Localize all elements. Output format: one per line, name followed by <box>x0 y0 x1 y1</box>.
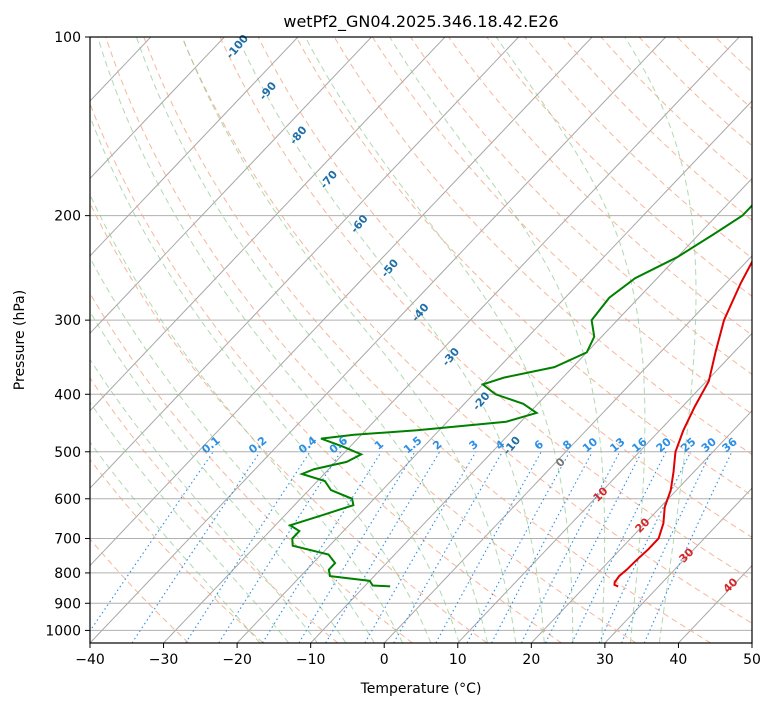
mixing-ratio-line <box>90 451 214 632</box>
moist-adiabat-line <box>135 37 488 643</box>
isotherm-line <box>457 332 752 643</box>
moist-adiabat-line <box>181 37 517 643</box>
y-tick-label: 100 <box>54 30 81 46</box>
background-lines <box>90 37 752 643</box>
plot-frame <box>89 36 753 644</box>
mixing-ratio-line <box>262 451 382 643</box>
y-tick-label: 500 <box>54 445 81 461</box>
y-tick-label: 400 <box>54 387 81 403</box>
isotherm-line <box>236 100 752 643</box>
dry-adiabat-line <box>219 37 752 581</box>
moist-adiabat-line <box>624 37 697 643</box>
x-tick-label: 50 <box>743 652 761 668</box>
moist-adiabat-line <box>90 115 432 643</box>
chart-title: wetPf2_GN04.2025.346.18.42.E26 <box>283 12 558 32</box>
mixing-ratio-line <box>218 451 342 643</box>
y-tick-label: 200 <box>54 209 81 225</box>
dewpoint-trace <box>287 204 752 588</box>
mixing-ratio-line <box>325 451 441 643</box>
mixing-ratio-line <box>364 451 477 643</box>
dry-adiabat-line <box>90 458 264 643</box>
y-tick-label: 600 <box>54 492 81 508</box>
moist-adiabat-line <box>389 37 606 643</box>
dry-adiabat-line <box>486 37 752 298</box>
dry-adiabat-line <box>181 37 752 624</box>
isotherm-line <box>90 37 372 335</box>
x-tick-label: 40 <box>670 652 688 668</box>
moist-adiabat-line <box>90 441 261 643</box>
dry-adiabat-line <box>90 292 413 643</box>
dry-adiabat-line <box>410 37 752 375</box>
mixing-ratio-line <box>131 451 261 643</box>
temperature-trace <box>613 259 752 588</box>
x-tick-label: 30 <box>596 652 614 668</box>
mixing-ratio-line <box>621 451 712 643</box>
dry-adiabat-line <box>90 102 562 643</box>
moist-adiabat-line <box>90 310 347 643</box>
mixing-ratio-line <box>298 451 416 643</box>
dry-adiabat-line <box>448 37 752 336</box>
isotherm-line <box>310 177 752 643</box>
y-tick-label: 900 <box>54 596 81 612</box>
isotherm-line <box>90 37 446 412</box>
y-tick-label: 800 <box>54 566 81 582</box>
isotherm-line <box>604 487 752 643</box>
dry-adiabat-line <box>90 202 488 643</box>
axes: −40 −30 −20 −10 0 10 20 30 40 50 100 200 300 400 500 60… <box>45 30 761 668</box>
x-tick-label: 0 <box>380 652 389 668</box>
dry-adiabat-line <box>371 37 752 415</box>
x-axis-title: Temperature (°C) <box>360 681 482 697</box>
x-tick-label: −40 <box>75 652 105 668</box>
y-tick-label: 300 <box>54 313 81 329</box>
mixing-ratio-line <box>185 451 311 643</box>
y-axis-title: Pressure (hPa) <box>12 290 28 390</box>
mixing-ratio-line <box>571 451 667 643</box>
x-tick-label: −10 <box>296 652 326 668</box>
moist-adiabat-line <box>90 401 290 643</box>
dry-adiabat-line <box>105 37 637 643</box>
moist-adiabat-line <box>304 37 574 643</box>
isotherm-line <box>163 37 740 643</box>
moist-adiabat-line <box>90 358 318 643</box>
isotherm-line <box>530 409 752 643</box>
x-tick-label: −20 <box>222 652 252 668</box>
dry-adiabat-line <box>90 538 190 643</box>
moist-adiabat-line <box>237 37 545 643</box>
dry-adiabat-line <box>143 37 712 643</box>
mixing-ratio-line <box>598 451 692 643</box>
y-tick-label: 1000 <box>45 623 81 639</box>
sounding-lines <box>287 204 752 588</box>
moist-adiabat-line <box>90 256 375 643</box>
x-tick-label: −30 <box>149 652 179 668</box>
dry-adiabat-line <box>333 37 752 456</box>
mixing-ratio-line <box>466 451 571 643</box>
x-tick-label: 20 <box>522 652 540 668</box>
x-tick-label: 10 <box>449 652 467 668</box>
y-tick-label: 700 <box>54 532 81 548</box>
isotherm-line <box>678 564 752 643</box>
dry-adiabat-line <box>90 377 339 643</box>
moist-adiabat-line <box>97 37 460 643</box>
isotherm-line <box>383 255 752 643</box>
dry-adiabat-line <box>257 37 752 538</box>
mixing-ratio-line <box>643 451 733 643</box>
mixing-ratio-line <box>491 451 593 643</box>
dry-adiabat-line <box>295 37 752 497</box>
isotherm-line <box>90 37 593 567</box>
